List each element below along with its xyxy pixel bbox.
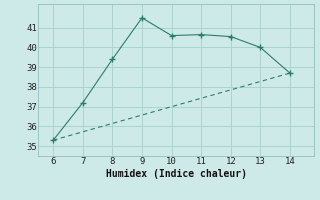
X-axis label: Humidex (Indice chaleur): Humidex (Indice chaleur): [106, 169, 246, 179]
